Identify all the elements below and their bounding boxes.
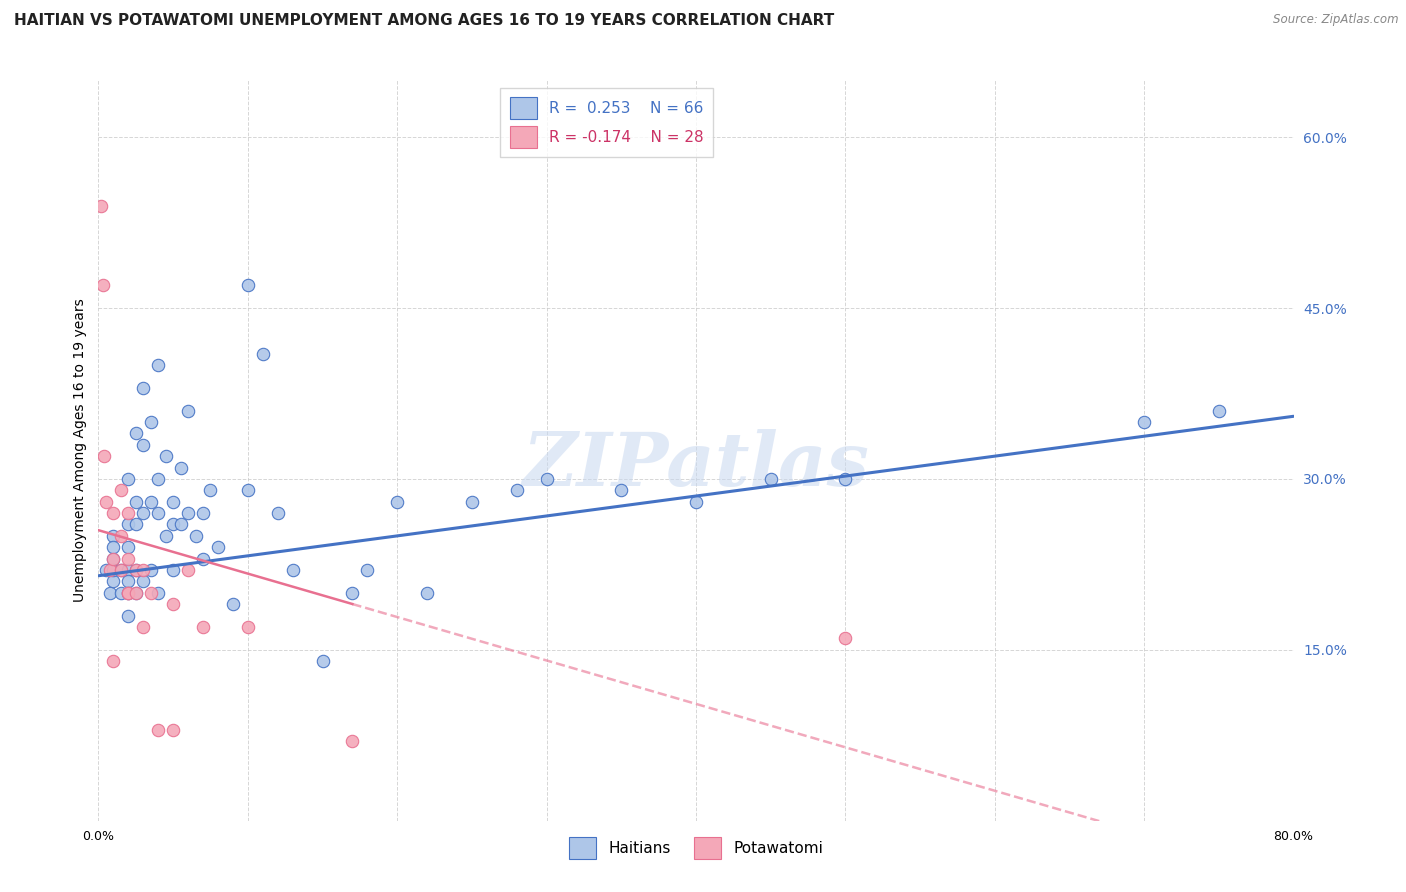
Point — [94, 563, 117, 577]
Point — [162, 723, 184, 737]
Point — [169, 517, 191, 532]
Point — [98, 563, 122, 577]
Point — [125, 517, 148, 532]
Point — [125, 563, 148, 577]
Point — [155, 529, 177, 543]
Point — [117, 574, 139, 589]
Point — [117, 586, 139, 600]
Point — [110, 563, 132, 577]
Point — [759, 472, 782, 486]
Point — [103, 574, 125, 589]
Point — [207, 541, 229, 555]
Point — [110, 483, 132, 498]
Point — [148, 472, 170, 486]
Point — [117, 541, 139, 555]
Point — [236, 483, 259, 498]
Point — [103, 551, 125, 566]
Point — [148, 723, 170, 737]
Point — [267, 506, 290, 520]
Point — [461, 494, 484, 508]
Point — [191, 506, 214, 520]
Point — [162, 494, 184, 508]
Point — [162, 517, 184, 532]
Point — [103, 563, 125, 577]
Point — [103, 529, 125, 543]
Point — [506, 483, 529, 498]
Point — [148, 358, 170, 372]
Point — [148, 586, 170, 600]
Point — [236, 278, 259, 293]
Point — [117, 517, 139, 532]
Point — [103, 541, 125, 555]
Point — [200, 483, 222, 498]
Point — [148, 506, 170, 520]
Point — [125, 426, 148, 441]
Point — [169, 460, 191, 475]
Legend: Haitians, Potawatomi: Haitians, Potawatomi — [562, 831, 830, 865]
Point — [125, 494, 148, 508]
Point — [132, 381, 155, 395]
Point — [93, 449, 115, 463]
Point — [117, 608, 139, 623]
Point — [132, 438, 155, 452]
Point — [117, 506, 139, 520]
Point — [103, 551, 125, 566]
Point — [139, 494, 162, 508]
Point — [385, 494, 409, 508]
Point — [132, 574, 155, 589]
Point — [685, 494, 707, 508]
Point — [117, 551, 139, 566]
Point — [125, 563, 148, 577]
Point — [184, 529, 207, 543]
Text: Source: ZipAtlas.com: Source: ZipAtlas.com — [1274, 13, 1399, 27]
Point — [139, 586, 162, 600]
Point — [416, 586, 439, 600]
Point — [222, 597, 245, 611]
Point — [110, 529, 132, 543]
Point — [236, 620, 259, 634]
Point — [125, 586, 148, 600]
Point — [1133, 415, 1156, 429]
Point — [125, 586, 148, 600]
Point — [162, 563, 184, 577]
Text: HAITIAN VS POTAWATOMI UNEMPLOYMENT AMONG AGES 16 TO 19 YEARS CORRELATION CHART: HAITIAN VS POTAWATOMI UNEMPLOYMENT AMONG… — [14, 13, 834, 29]
Point — [139, 563, 162, 577]
Point — [117, 586, 139, 600]
Point — [834, 472, 856, 486]
Point — [536, 472, 558, 486]
Point — [132, 620, 155, 634]
Point — [162, 597, 184, 611]
Point — [110, 586, 132, 600]
Point — [342, 586, 364, 600]
Point — [110, 563, 132, 577]
Point — [98, 586, 122, 600]
Point — [1208, 403, 1230, 417]
Point — [132, 563, 155, 577]
Point — [103, 506, 125, 520]
Point — [90, 198, 112, 212]
Y-axis label: Unemployment Among Ages 16 to 19 years: Unemployment Among Ages 16 to 19 years — [73, 299, 87, 602]
Point — [117, 472, 139, 486]
Point — [610, 483, 633, 498]
Point — [155, 449, 177, 463]
Point — [94, 494, 117, 508]
Point — [342, 734, 364, 748]
Point — [139, 415, 162, 429]
Point — [103, 654, 125, 668]
Point — [252, 346, 274, 360]
Point — [177, 506, 200, 520]
Point — [356, 563, 378, 577]
Point — [834, 632, 856, 646]
Point — [177, 563, 200, 577]
Point — [191, 551, 214, 566]
Point — [117, 563, 139, 577]
Point — [281, 563, 304, 577]
Point — [177, 403, 200, 417]
Point — [191, 620, 214, 634]
Point — [132, 506, 155, 520]
Point — [311, 654, 333, 668]
Point — [91, 278, 114, 293]
Text: ZIPatlas: ZIPatlas — [523, 429, 869, 501]
Point — [117, 586, 139, 600]
